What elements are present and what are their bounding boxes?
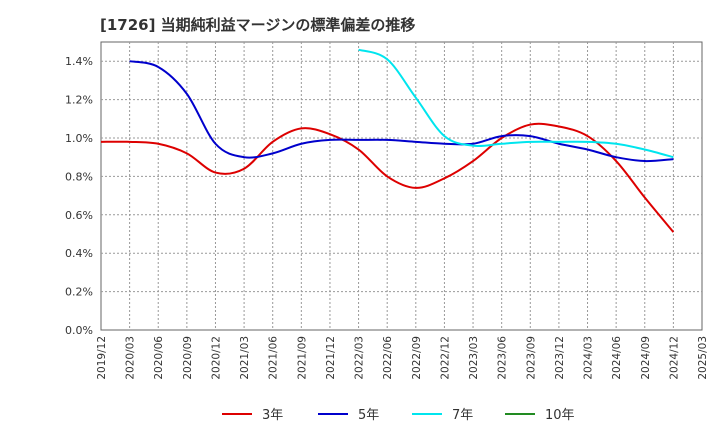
y-tick-label: 0.6% xyxy=(65,209,93,222)
legend-label-3: 10年 xyxy=(545,408,575,423)
x-tick-label: 2023/03 xyxy=(468,336,480,380)
x-tick-label: 2024/03 xyxy=(583,336,595,380)
x-tick-label: 2021/06 xyxy=(268,336,280,380)
x-tick-label: 2021/03 xyxy=(239,336,251,380)
x-tick-label: 2023/12 xyxy=(554,336,566,380)
y-tick-label: 0.0% xyxy=(65,324,93,337)
plot-area xyxy=(100,41,703,331)
series-line-2 xyxy=(358,48,674,159)
x-tick-label: 2020/03 xyxy=(125,336,137,380)
x-tick-label: 2021/09 xyxy=(296,336,308,380)
y-tick-label: 0.4% xyxy=(65,247,93,260)
series-line-1 xyxy=(129,60,674,163)
x-tick-label: 2025/03 xyxy=(697,336,709,380)
y-tick-label: 1.2% xyxy=(65,94,93,107)
x-tick-label: 2020/12 xyxy=(210,336,222,380)
x-tick-label: 2024/12 xyxy=(668,336,680,380)
series-line-0 xyxy=(100,122,675,233)
y-tick-label: 0.2% xyxy=(65,286,93,299)
legend-label-2: 7年 xyxy=(452,408,473,423)
x-tick-label: 2023/06 xyxy=(497,336,509,380)
x-tick-label: 2022/12 xyxy=(439,336,451,380)
y-tick-label: 1.4% xyxy=(65,55,93,68)
x-tick-label: 2024/09 xyxy=(640,336,652,380)
x-tick-label: 2024/06 xyxy=(611,336,623,380)
x-tick-label: 2020/09 xyxy=(182,336,194,380)
x-tick-label: 2020/06 xyxy=(153,336,165,380)
y-tick-label: 1.0% xyxy=(65,132,93,145)
x-tick-label: 2023/09 xyxy=(525,336,537,380)
x-tick-label: 2021/12 xyxy=(325,336,337,380)
x-tick-label: 2022/09 xyxy=(411,336,423,380)
x-tick-label: 2022/03 xyxy=(354,336,366,380)
y-tick-label: 0.8% xyxy=(65,170,93,183)
legend-label-1: 5年 xyxy=(358,408,379,423)
legend-label-0: 3年 xyxy=(262,408,283,423)
x-tick-label: 2022/06 xyxy=(382,336,394,380)
chart-title: [1726] 当期純利益マージンの標準偏差の推移 xyxy=(100,16,416,34)
x-tick-label: 2019/12 xyxy=(96,336,108,380)
